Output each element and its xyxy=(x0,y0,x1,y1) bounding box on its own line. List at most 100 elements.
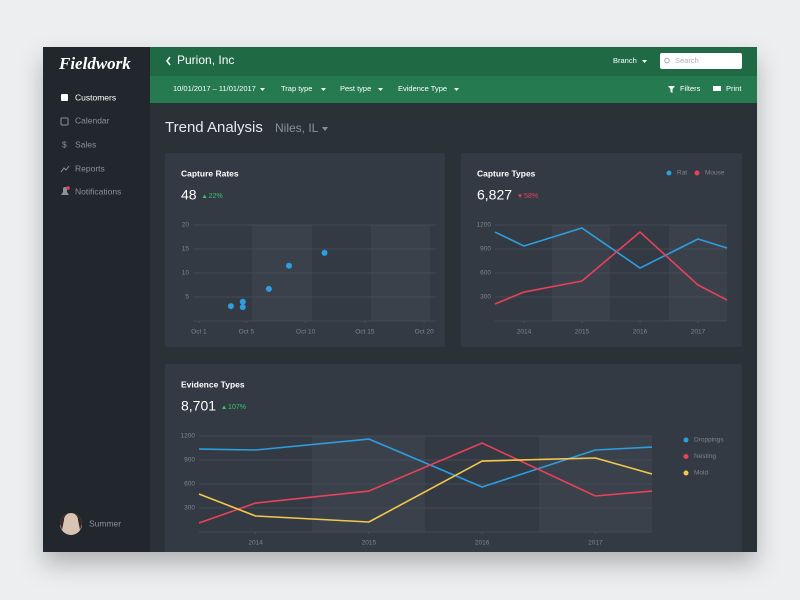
avatar-hair xyxy=(60,513,82,530)
filters-button[interactable]: Filters xyxy=(680,84,701,93)
filter[interactable]: Trap type xyxy=(281,84,312,93)
trend-icon xyxy=(222,405,227,409)
search-placeholder: Search xyxy=(675,56,699,65)
icon xyxy=(60,165,70,173)
filter-bar xyxy=(150,76,757,103)
point xyxy=(227,303,234,310)
caret xyxy=(378,88,383,91)
legend-swatch xyxy=(683,454,689,459)
legend-label: Rat xyxy=(677,170,687,177)
logo: Fieldwork xyxy=(58,54,131,73)
legend-swatch xyxy=(666,170,672,176)
card-title: Capture Rates xyxy=(181,168,239,178)
menu-item[interactable]: Customers xyxy=(75,92,116,102)
filter-icon xyxy=(668,86,675,93)
card-title: Capture Types xyxy=(477,168,536,178)
trend-icon xyxy=(202,194,207,198)
card-total: 48 xyxy=(181,187,197,203)
y-tick-label: 5 xyxy=(185,294,189,301)
caret xyxy=(454,88,459,91)
avatar[interactable] xyxy=(60,513,82,535)
card-total: 6,827 xyxy=(477,187,512,203)
icon xyxy=(61,94,68,101)
search-box[interactable] xyxy=(660,53,742,69)
print-button[interactable]: Print xyxy=(726,84,742,93)
caret xyxy=(322,127,328,131)
legend-swatch xyxy=(694,170,700,176)
y-tick-label: 600 xyxy=(184,481,195,488)
y-tick-label: 10 xyxy=(182,270,190,277)
print-icon xyxy=(713,86,721,91)
search-icon xyxy=(664,57,670,64)
series-line xyxy=(198,438,653,488)
card-title: Evidence Types xyxy=(181,379,245,389)
sidebar xyxy=(43,47,150,552)
back-icon[interactable] xyxy=(166,56,171,66)
legend-label: Droppings xyxy=(694,437,724,444)
y-tick-label: 900 xyxy=(480,246,491,253)
badge xyxy=(66,186,70,190)
menu-item[interactable]: Sales xyxy=(75,139,96,149)
branch-select[interactable]: Branch xyxy=(613,56,637,65)
caret xyxy=(642,60,647,63)
legend-swatch xyxy=(683,437,689,443)
caret xyxy=(260,88,265,91)
x-tick-label: 2016 xyxy=(633,329,648,336)
page-title: Trend Analysis xyxy=(165,119,263,136)
y-tick-label: 600 xyxy=(480,270,491,277)
point xyxy=(321,249,328,256)
trend-value: 58% xyxy=(524,193,538,200)
trend-value: 22% xyxy=(209,193,223,200)
icon: $ xyxy=(62,139,67,149)
user-name[interactable]: Summer xyxy=(89,518,121,528)
x-tick-label: 2014 xyxy=(517,329,532,336)
y-tick-label: 1200 xyxy=(477,222,492,229)
legend-label: Nesting xyxy=(694,453,716,460)
x-tick-label: Oct 20 xyxy=(415,329,435,336)
filter[interactable]: Evidence Type xyxy=(398,84,447,93)
y-tick-label: 300 xyxy=(480,294,491,301)
legend-label: Mold xyxy=(694,470,708,477)
point xyxy=(286,262,293,269)
x-tick-label: 2015 xyxy=(362,540,377,547)
point xyxy=(239,304,246,311)
point xyxy=(239,298,246,305)
x-tick-label: Oct 1 xyxy=(191,329,207,336)
x-tick-label: 2017 xyxy=(691,329,706,336)
y-tick-label: 1200 xyxy=(181,433,196,440)
menu-item[interactable]: Calendar xyxy=(75,115,110,125)
header xyxy=(150,47,757,76)
series-line xyxy=(198,442,653,524)
y-tick-label: 900 xyxy=(184,457,195,464)
header-title: Purion, Inc xyxy=(177,53,234,67)
app: Fieldwork Customers Calendar $ Sales Rep… xyxy=(43,47,757,552)
x-tick-label: 2015 xyxy=(575,329,590,336)
filter[interactable]: 10/01/2017 – 11/01/2017 xyxy=(173,84,256,93)
legend-label: Mouse xyxy=(705,170,725,177)
menu-item[interactable]: Notifications xyxy=(75,186,121,196)
icon xyxy=(60,117,69,126)
point xyxy=(265,285,272,292)
series-line xyxy=(494,227,728,269)
x-tick-label: Oct 15 xyxy=(355,329,375,336)
card xyxy=(165,364,742,552)
x-tick-label: 2014 xyxy=(248,540,263,547)
series-line xyxy=(494,231,728,305)
y-tick-label: 20 xyxy=(182,222,190,229)
location-select[interactable]: Niles, IL xyxy=(275,121,319,135)
filter[interactable]: Pest type xyxy=(340,84,371,93)
x-tick-label: Oct 5 xyxy=(239,329,255,336)
x-tick-label: Oct 10 xyxy=(296,329,316,336)
y-tick-label: 15 xyxy=(182,246,190,253)
caret xyxy=(321,88,326,91)
x-tick-label: 2016 xyxy=(475,540,490,547)
trend-icon xyxy=(518,194,523,198)
trend-value: 107% xyxy=(228,404,246,411)
x-tick-label: 2017 xyxy=(588,540,603,547)
card-total: 8,701 xyxy=(181,398,216,414)
legend-swatch xyxy=(683,470,689,476)
series-line xyxy=(198,457,653,523)
y-tick-label: 300 xyxy=(184,505,195,512)
menu-item[interactable]: Reports xyxy=(75,163,105,173)
